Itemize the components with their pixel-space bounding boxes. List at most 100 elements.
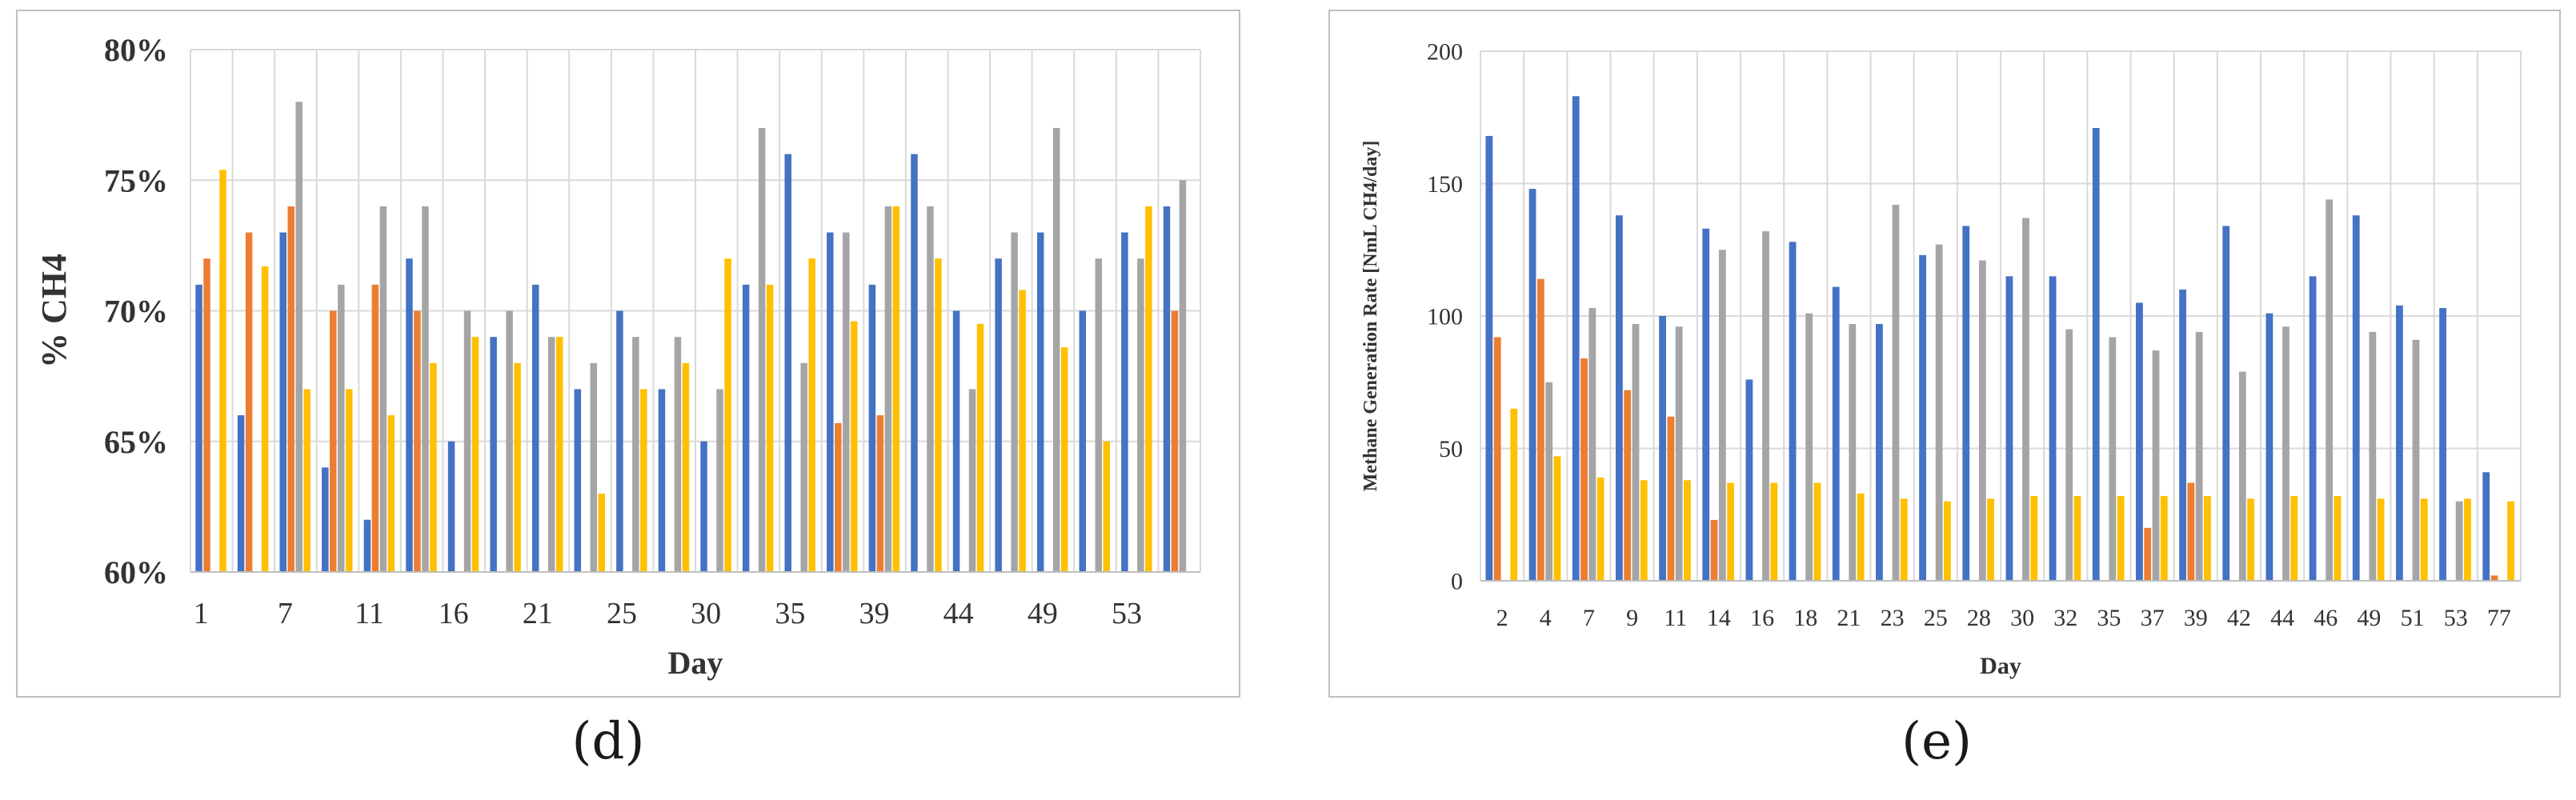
bar-d-s3-c13 (716, 389, 723, 572)
bar-e-s4-c16 (2160, 496, 2168, 581)
bar-e-s4-c21 (2377, 498, 2385, 581)
bar-d-s3-c19 (968, 389, 976, 572)
bar-d-s3-c24 (1179, 180, 1187, 572)
bar-d-s2-c17 (876, 415, 884, 572)
bar-e-s1-c2 (1528, 189, 1536, 581)
bar-e-s4-c8 (1813, 482, 1821, 581)
bar-d-s3-c14 (758, 127, 766, 572)
x-tick-label: 37 (2141, 605, 2165, 631)
bar-d-s1-c17 (868, 284, 876, 572)
bar-d-s3-c17 (884, 206, 892, 572)
bar-e-s3-c14 (2065, 329, 2073, 581)
x-tick-label: 42 (2227, 605, 2251, 631)
y-tick-label: 200 (1427, 39, 1463, 66)
bar-d-s1-c23 (1121, 232, 1128, 572)
bar-d-s1-c18 (911, 154, 918, 573)
bar-e-s1-c19 (2266, 313, 2274, 581)
bar-e-s4-c14 (2073, 496, 2081, 581)
bar-e-s3-c3 (1588, 308, 1596, 581)
bar-e-s4-c22 (2420, 498, 2428, 581)
y-tick-label: 75% (104, 162, 168, 198)
bar-e-s4-c20 (2334, 496, 2342, 581)
bar-e-s3-c9 (1849, 323, 1857, 581)
x-tick-label: 21 (1837, 605, 1861, 631)
y-axis-title: Methane Generation Rate [NmL CH4/day] (1360, 141, 1381, 492)
bar-e-s2-c1 (1493, 337, 1501, 581)
bar-e-s1-c13 (2005, 276, 2013, 581)
bar-e-s4-c24 (2507, 501, 2514, 581)
bar-d-s1-c8 (490, 337, 497, 572)
bar-e-s1-c23 (2439, 308, 2446, 581)
bar-d-s3-c8 (506, 310, 513, 572)
bar-e-s4-c5 (1684, 480, 1691, 581)
bar-d-s1-c22 (1079, 310, 1087, 572)
bar-d-s1-c3 (279, 232, 286, 572)
bar-e-s1-c22 (2396, 305, 2403, 581)
x-tick-label: 46 (2314, 605, 2338, 631)
bar-e-s1-c12 (1962, 226, 1970, 581)
bar-d-s2-c3 (287, 206, 294, 572)
bar-d-s2-c16 (835, 422, 842, 572)
bar-d-s1-c5 (363, 519, 371, 572)
y-tick-label: 0 (1451, 569, 1463, 595)
y-tick-label: 80% (104, 32, 168, 68)
bar-d-s3-c5 (379, 206, 387, 572)
bar-d-s4-c20 (1019, 290, 1026, 572)
bar-d-s1-c14 (742, 284, 750, 572)
bar-d-s3-c16 (843, 232, 850, 572)
x-tick-label: 44 (943, 597, 974, 630)
x-tick-label: 14 (1707, 605, 1731, 631)
bar-e-s2-c24 (2490, 575, 2498, 581)
bar-e-s1-c21 (2352, 215, 2360, 581)
bar-d-s3-c4 (338, 284, 345, 572)
bar-d-s1-c12 (658, 389, 666, 572)
bar-d-s2-c4 (330, 310, 337, 572)
bar-e-s4-c3 (1596, 477, 1604, 581)
bar-e-s1-c4 (1616, 215, 1623, 581)
bar-e-s3-c20 (2326, 199, 2334, 582)
bar-d-s4-c12 (682, 362, 690, 572)
x-tick-label: 2 (1496, 605, 1508, 631)
chart-e-panel: 0 50 100 150 200 2 4 7 9 11 14 16 18 21 23 25 28 30 32 35 37… (1328, 10, 2561, 698)
x-tick-label: 1 (194, 597, 209, 630)
chart-d-svg: 60% 65% 70% 75% 80% 1 7 11 16 21 25 30 35 39 44 49 53 Day… (16, 10, 1240, 698)
bar-d-s1-c19 (952, 310, 960, 572)
y-tick-label: 60% (104, 554, 168, 590)
bar-d-s1-c24 (1163, 206, 1171, 572)
bar-d-s4-c22 (1103, 441, 1111, 572)
x-tick-label: 7 (1583, 605, 1595, 631)
bar-e-s3-c6 (1718, 250, 1726, 581)
bar-e-s4-c11 (1944, 501, 1951, 581)
bar-d-s2-c6 (414, 310, 421, 572)
bar-d-s1-c1 (195, 284, 202, 572)
bar-d-s3-c3 (295, 102, 302, 573)
bar-e-s3-c19 (2282, 326, 2290, 581)
bar-e-s3-c23 (2455, 501, 2463, 581)
bar-e-s1-c7 (1745, 379, 1753, 581)
bar-e-s3-c2 (1545, 382, 1553, 581)
bar-e-s2-c17 (2187, 482, 2195, 581)
bar-d-s2-c2 (245, 232, 253, 572)
x-axis-title: Day (668, 645, 723, 681)
x-tick-label: 4 (1540, 605, 1552, 631)
bar-e-s2-c3 (1580, 358, 1588, 581)
bar-d-s1-c10 (574, 389, 582, 572)
bar-d-s4-c1 (219, 170, 226, 572)
bar-d-s4-c2 (261, 266, 269, 572)
y-tick-label: 50 (1439, 436, 1463, 462)
bar-e-s4-c13 (2030, 496, 2038, 581)
bar-e-s1-c10 (1876, 323, 1883, 581)
bar-d-s4-c8 (514, 362, 521, 572)
bar-d-s3-c22 (1095, 258, 1103, 572)
bar-d-s3-c11 (632, 337, 639, 572)
bar-e-s2-c6 (1710, 519, 1718, 581)
x-tick-label: 35 (2097, 605, 2121, 631)
bar-d-s4-c5 (387, 415, 395, 572)
bar-e-s1-c15 (2092, 127, 2100, 582)
bar-e-s4-c7 (1770, 482, 1778, 581)
bar-e-s3-c18 (2238, 371, 2246, 581)
x-tick-label: 39 (2184, 605, 2208, 631)
bar-e-s3-c8 (1805, 313, 1813, 581)
bar-e-s2-c5 (1667, 416, 1675, 581)
bar-e-s4-c12 (1987, 498, 1994, 581)
